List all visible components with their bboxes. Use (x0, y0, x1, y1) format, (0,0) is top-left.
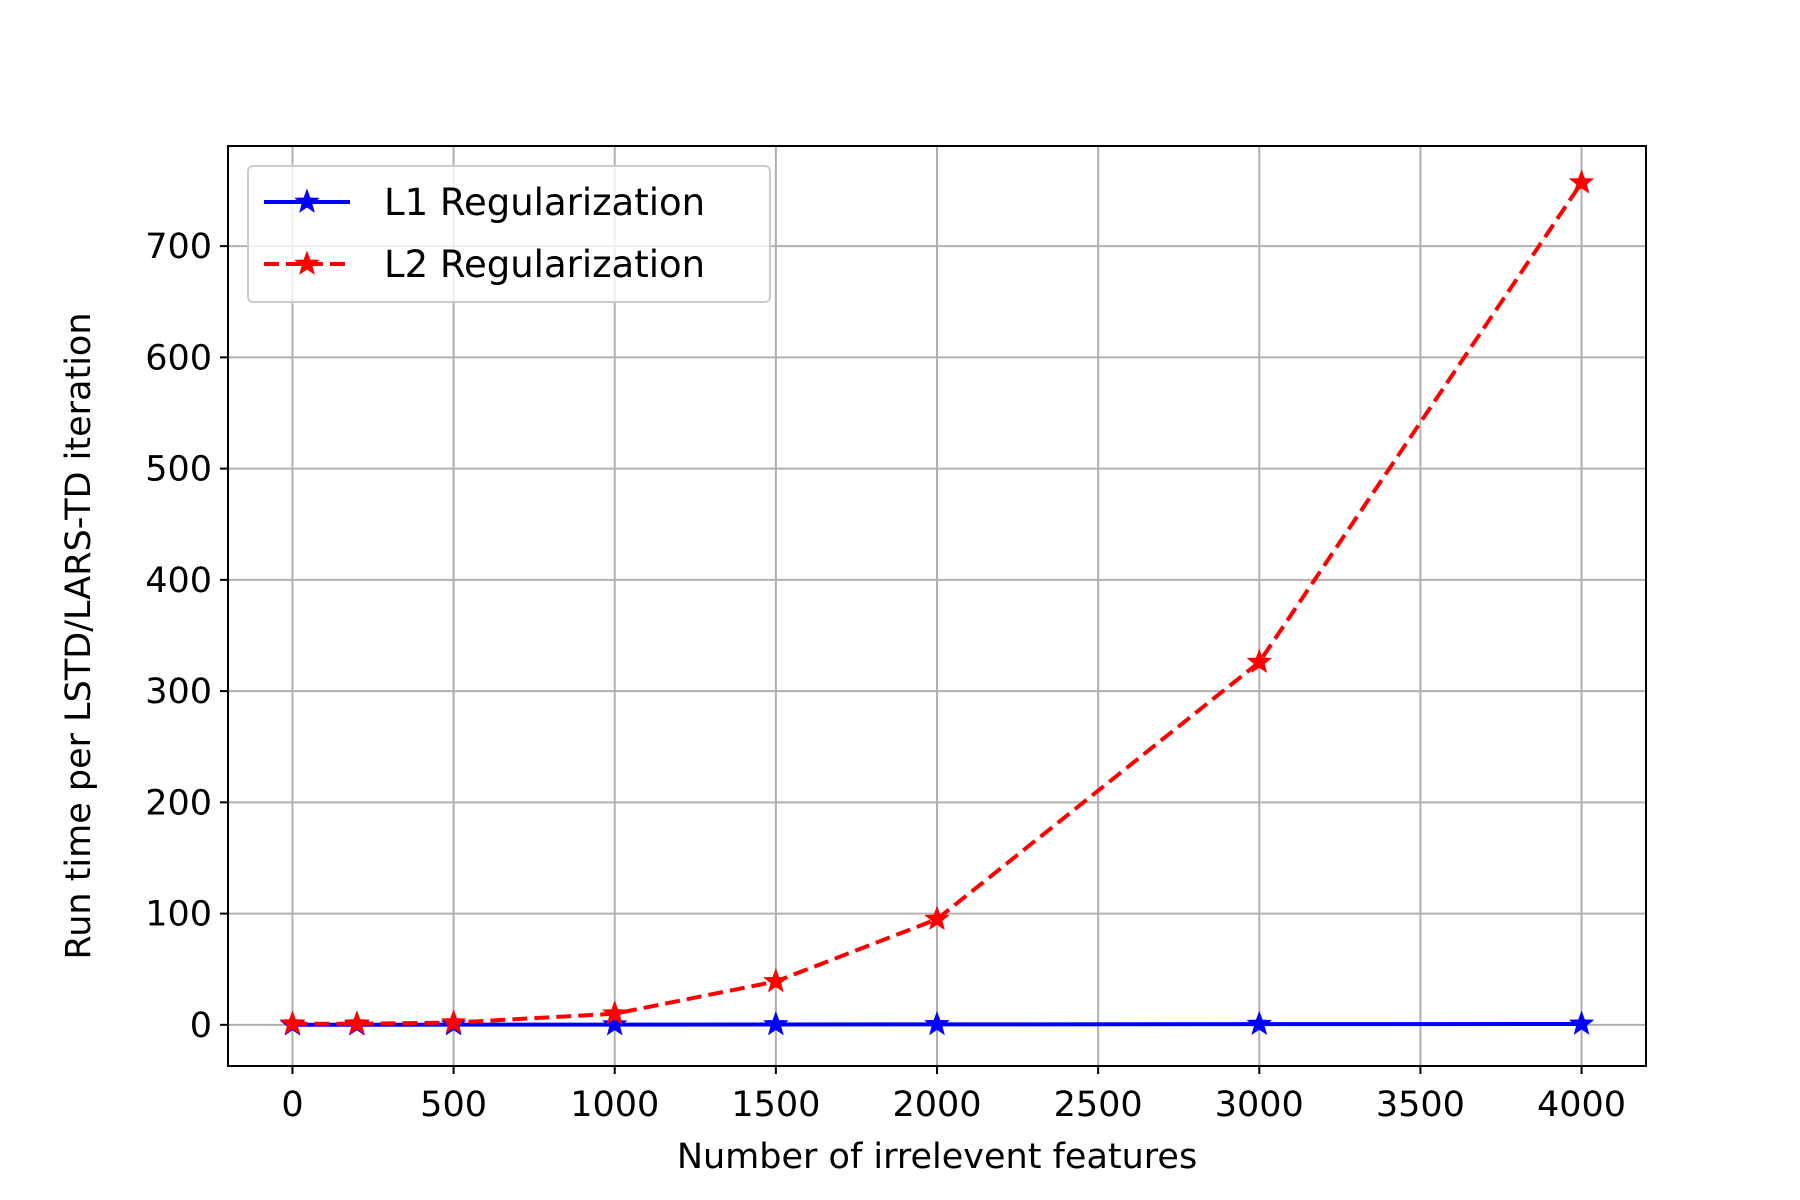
y-tick-label: 200 (145, 783, 212, 823)
legend: L1 Regularization L2 Regularization (247, 165, 771, 303)
series-layer (279, 169, 1595, 1036)
data-point-marker (924, 905, 950, 931)
data-point-marker (763, 1011, 789, 1036)
data-point-marker (601, 1011, 628, 1036)
x-axis-label: Number of irrelevent features (677, 1137, 1197, 1177)
y-tick-label: 0 (190, 1006, 212, 1046)
axis-ticks: 0 500 1000 1500 2000 2500 3000 3500 4000 0 100 200 3… (145, 227, 1626, 1125)
legend-items: L1 Regularization L2 Regularization (264, 181, 705, 286)
data-point-marker (440, 1009, 467, 1034)
y-tick-label: 100 (145, 895, 212, 935)
legend-item: L2 Regularization (264, 243, 705, 286)
legend-marker (294, 250, 320, 275)
data-point-marker (763, 968, 789, 993)
data-point-marker (279, 1010, 306, 1035)
x-tick-label: 4000 (1537, 1085, 1626, 1125)
data-point-marker (1568, 1010, 1595, 1035)
y-tick-label: 300 (145, 672, 212, 712)
legend-marker (294, 188, 320, 213)
data-point-marker (1246, 1010, 1273, 1036)
y-tick-label: 600 (145, 338, 212, 378)
y-axis-label: Run time per LSTD/LARS-TD iteration (59, 312, 99, 959)
y-tick-label: 400 (145, 561, 212, 601)
series-line (292, 181, 1584, 1026)
y-tick-label: 700 (145, 227, 212, 267)
data-point-marker (1568, 169, 1595, 194)
data-point-marker (344, 1010, 370, 1035)
data-point-marker (601, 1000, 628, 1025)
legend-label: L1 Regularization (384, 181, 705, 224)
x-tick-label: 0 (281, 1085, 303, 1125)
x-tick-label: 3500 (1376, 1085, 1465, 1125)
series-2 (279, 169, 1595, 1035)
x-tick-label: 2000 (892, 1085, 981, 1125)
x-tick-label: 2500 (1054, 1085, 1143, 1125)
y-tick-label: 500 (145, 450, 212, 490)
x-tick-label: 1000 (570, 1085, 659, 1125)
legend-item: L1 Regularization (264, 181, 705, 224)
x-tick-label: 3000 (1215, 1085, 1304, 1125)
legend-label: L2 Regularization (384, 243, 705, 286)
data-point-marker (924, 1010, 950, 1036)
data-point-marker (1246, 648, 1273, 674)
legend-box (247, 165, 771, 303)
x-tick-label: 1500 (731, 1085, 820, 1125)
grid (228, 146, 1646, 1066)
x-tick-label: 500 (420, 1085, 487, 1125)
